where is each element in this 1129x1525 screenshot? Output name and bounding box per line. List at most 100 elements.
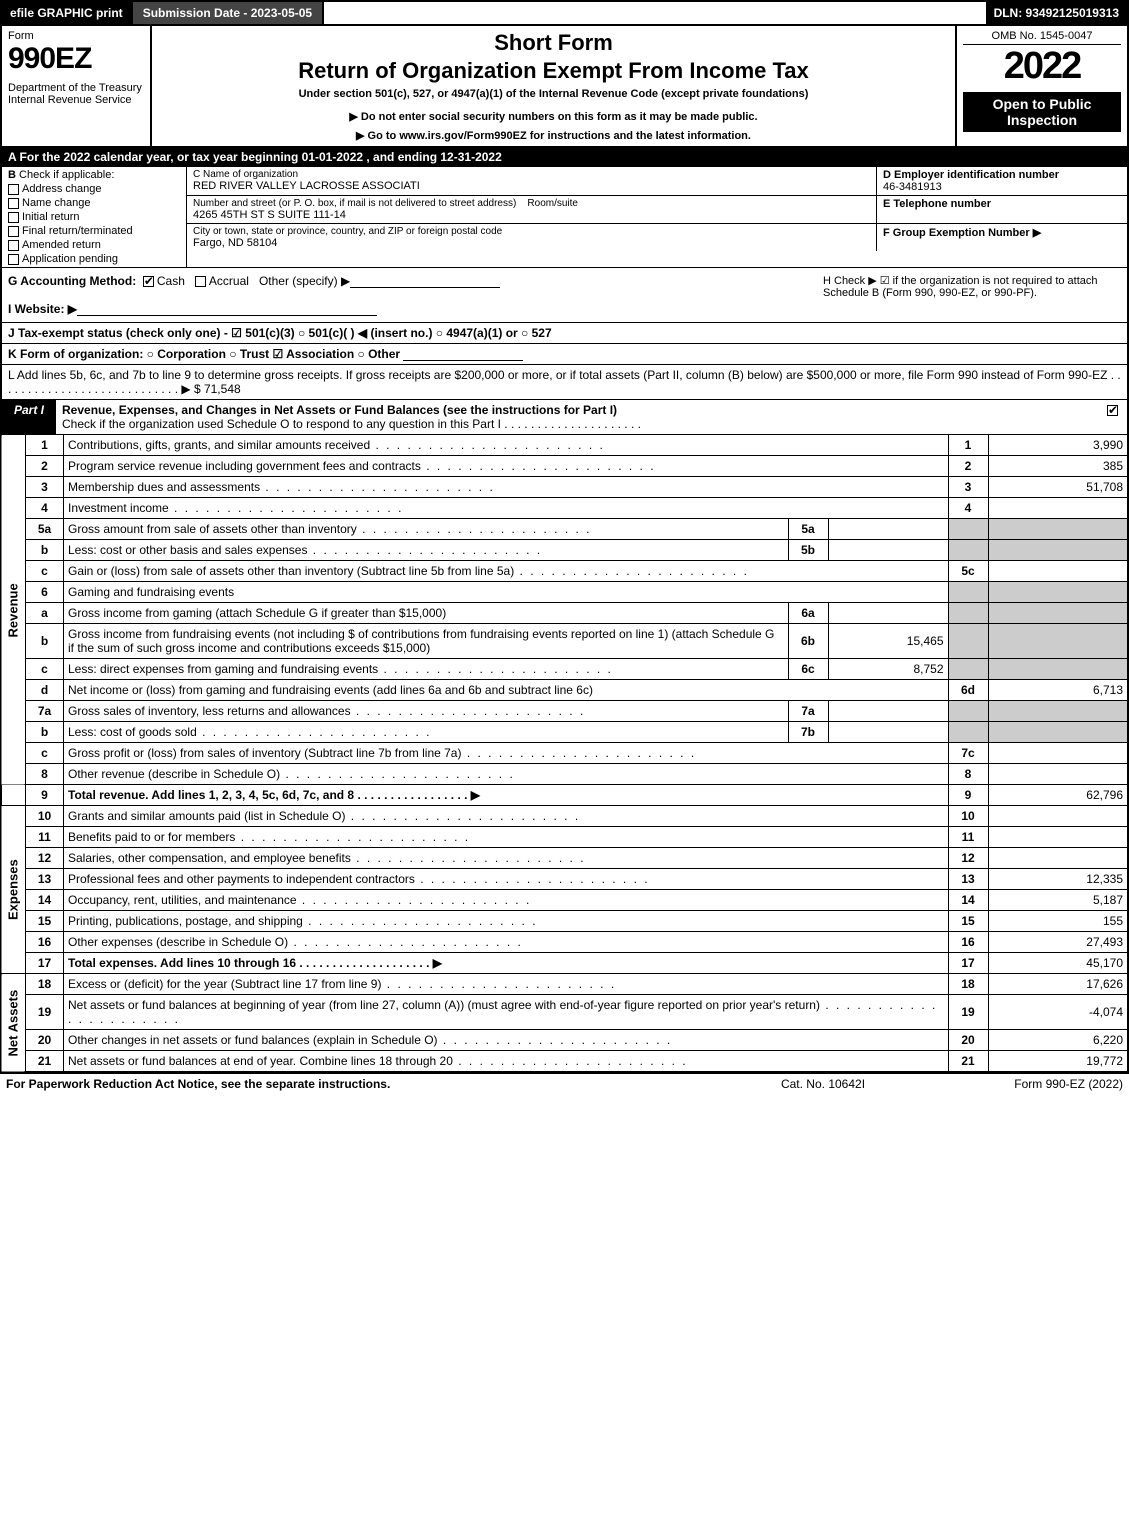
c-name-label: C Name of organization — [193, 169, 870, 180]
city-value: Fargo, ND 58104 — [193, 237, 870, 249]
l3-val: 51,708 — [988, 477, 1128, 498]
footer-right: Form 990-EZ (2022) — [923, 1077, 1123, 1091]
b-label: B — [8, 169, 16, 181]
l6b-subval: 15,465 — [828, 624, 948, 659]
cash-label: Cash — [157, 274, 185, 288]
cash-checkbox[interactable] — [143, 276, 154, 287]
row-a-tax-year: A For the 2022 calendar year, or tax yea… — [0, 148, 1129, 167]
l16-num: 16 — [948, 932, 988, 953]
l2-num: 2 — [948, 456, 988, 477]
l7a-subval — [828, 701, 948, 722]
other-specify: Other (specify) ▶ — [259, 274, 350, 288]
part-1-header: Part I Revenue, Expenses, and Changes in… — [0, 400, 1129, 435]
submission-date: Submission Date - 2023-05-05 — [133, 2, 324, 24]
l6a-sub: 6a — [788, 603, 828, 624]
l15-val: 155 — [988, 911, 1128, 932]
line-11: 11 Benefits paid to or for members 11 — [1, 827, 1128, 848]
part-1-tag: Part I — [2, 400, 56, 434]
i-website-label: I Website: ▶ — [8, 302, 77, 316]
l19-desc: Net assets or fund balances at beginning… — [64, 995, 949, 1030]
l7c-desc: Gross profit or (loss) from sales of inv… — [64, 743, 949, 764]
l-value: $ 71,548 — [194, 382, 241, 396]
b-opt-initial[interactable]: Initial return — [8, 211, 180, 223]
l8-desc: Other revenue (describe in Schedule O) — [64, 764, 949, 785]
addr-label: Number and street (or P. O. box, if mail… — [193, 198, 516, 209]
b-opt-pending[interactable]: Application pending — [8, 253, 180, 265]
section-b: B Check if applicable: Address change Na… — [2, 167, 187, 267]
ssn-warning: ▶ Do not enter social security numbers o… — [158, 110, 949, 123]
l13-desc: Professional fees and other payments to … — [64, 869, 949, 890]
l1-desc: Contributions, gifts, grants, and simila… — [64, 435, 949, 456]
line-15: 15 Printing, publications, postage, and … — [1, 911, 1128, 932]
l3-num: 3 — [948, 477, 988, 498]
accrual-checkbox[interactable] — [195, 276, 206, 287]
line-18: Net Assets 18 Excess or (deficit) for th… — [1, 974, 1128, 995]
line-17: 17 Total expenses. Add lines 10 through … — [1, 953, 1128, 974]
ein-value: 46-3481913 — [883, 181, 1121, 193]
net-assets-side-label: Net Assets — [1, 974, 26, 1073]
l6d-num: 6d — [948, 680, 988, 701]
l5a-subval — [828, 519, 948, 540]
b-opt-address[interactable]: Address change — [8, 183, 180, 195]
form-meta-block: OMB No. 1545-0047 2022 Open to Public In… — [957, 26, 1127, 146]
l16-desc: Other expenses (describe in Schedule O) — [64, 932, 949, 953]
l7b-subval — [828, 722, 948, 743]
k-other-input[interactable] — [403, 349, 523, 361]
l7c-val — [988, 743, 1128, 764]
line-19: 19 Net assets or fund balances at beginn… — [1, 995, 1128, 1030]
l9-n: 9 — [26, 785, 64, 806]
l7b-shade — [948, 722, 988, 743]
efile-print-button[interactable]: efile GRAPHIC print — [2, 2, 133, 24]
l5c-n: c — [26, 561, 64, 582]
l7c-n: c — [26, 743, 64, 764]
tax-year: 2022 — [963, 45, 1121, 88]
l10-val — [988, 806, 1128, 827]
l4-num: 4 — [948, 498, 988, 519]
l7a-shade2 — [988, 701, 1128, 722]
line-4: 4 Investment income 4 — [1, 498, 1128, 519]
l7b-shade2 — [988, 722, 1128, 743]
l12-val — [988, 848, 1128, 869]
l20-num: 20 — [948, 1030, 988, 1051]
b-opt-final[interactable]: Final return/terminated — [8, 225, 180, 237]
l16-n: 16 — [26, 932, 64, 953]
l11-desc: Benefits paid to or for members — [64, 827, 949, 848]
row-l-gross-receipts: L Add lines 5b, 6c, and 7b to line 9 to … — [0, 365, 1129, 400]
l10-desc: Grants and similar amounts paid (list in… — [64, 806, 949, 827]
l7a-n: 7a — [26, 701, 64, 722]
city-label: City or town, state or province, country… — [193, 226, 870, 237]
footer-left: For Paperwork Reduction Act Notice, see … — [6, 1077, 723, 1091]
l12-n: 12 — [26, 848, 64, 869]
part-1-checkbox[interactable] — [1101, 400, 1127, 434]
line-10: Expenses 10 Grants and similar amounts p… — [1, 806, 1128, 827]
dept-label: Department of the Treasury Internal Reve… — [8, 82, 144, 106]
l18-n: 18 — [26, 974, 64, 995]
revenue-side-label: Revenue — [1, 435, 26, 785]
l6d-val: 6,713 — [988, 680, 1128, 701]
return-title: Return of Organization Exempt From Incom… — [158, 58, 949, 84]
l9-num: 9 — [948, 785, 988, 806]
l17-n: 17 — [26, 953, 64, 974]
l9-val: 62,796 — [988, 785, 1128, 806]
l6a-n: a — [26, 603, 64, 624]
form-number: 990EZ — [8, 42, 144, 76]
row-gh: G Accounting Method: Cash Accrual Other … — [0, 268, 1129, 323]
other-input[interactable] — [350, 276, 500, 288]
line-3: 3 Membership dues and assessments 3 51,7… — [1, 477, 1128, 498]
l13-num: 13 — [948, 869, 988, 890]
accounting-method: G Accounting Method: Cash Accrual Other … — [2, 268, 817, 322]
b-opt-name[interactable]: Name change — [8, 197, 180, 209]
l9-desc: Total revenue. Add lines 1, 2, 3, 4, 5c,… — [64, 785, 949, 806]
website-input[interactable] — [77, 304, 377, 316]
l5c-num: 5c — [948, 561, 988, 582]
under-section: Under section 501(c), 527, or 4947(a)(1)… — [158, 88, 949, 100]
goto-link[interactable]: ▶ Go to www.irs.gov/Form990EZ for instru… — [158, 129, 949, 142]
b-opt-amended[interactable]: Amended return — [8, 239, 180, 251]
l10-n: 10 — [26, 806, 64, 827]
row-j-tax-exempt: J Tax-exempt status (check only one) - ☑… — [0, 323, 1129, 344]
line-1: Revenue 1 Contributions, gifts, grants, … — [1, 435, 1128, 456]
l5a-sub: 5a — [788, 519, 828, 540]
l5b-n: b — [26, 540, 64, 561]
l12-desc: Salaries, other compensation, and employ… — [64, 848, 949, 869]
l5b-shade2 — [988, 540, 1128, 561]
